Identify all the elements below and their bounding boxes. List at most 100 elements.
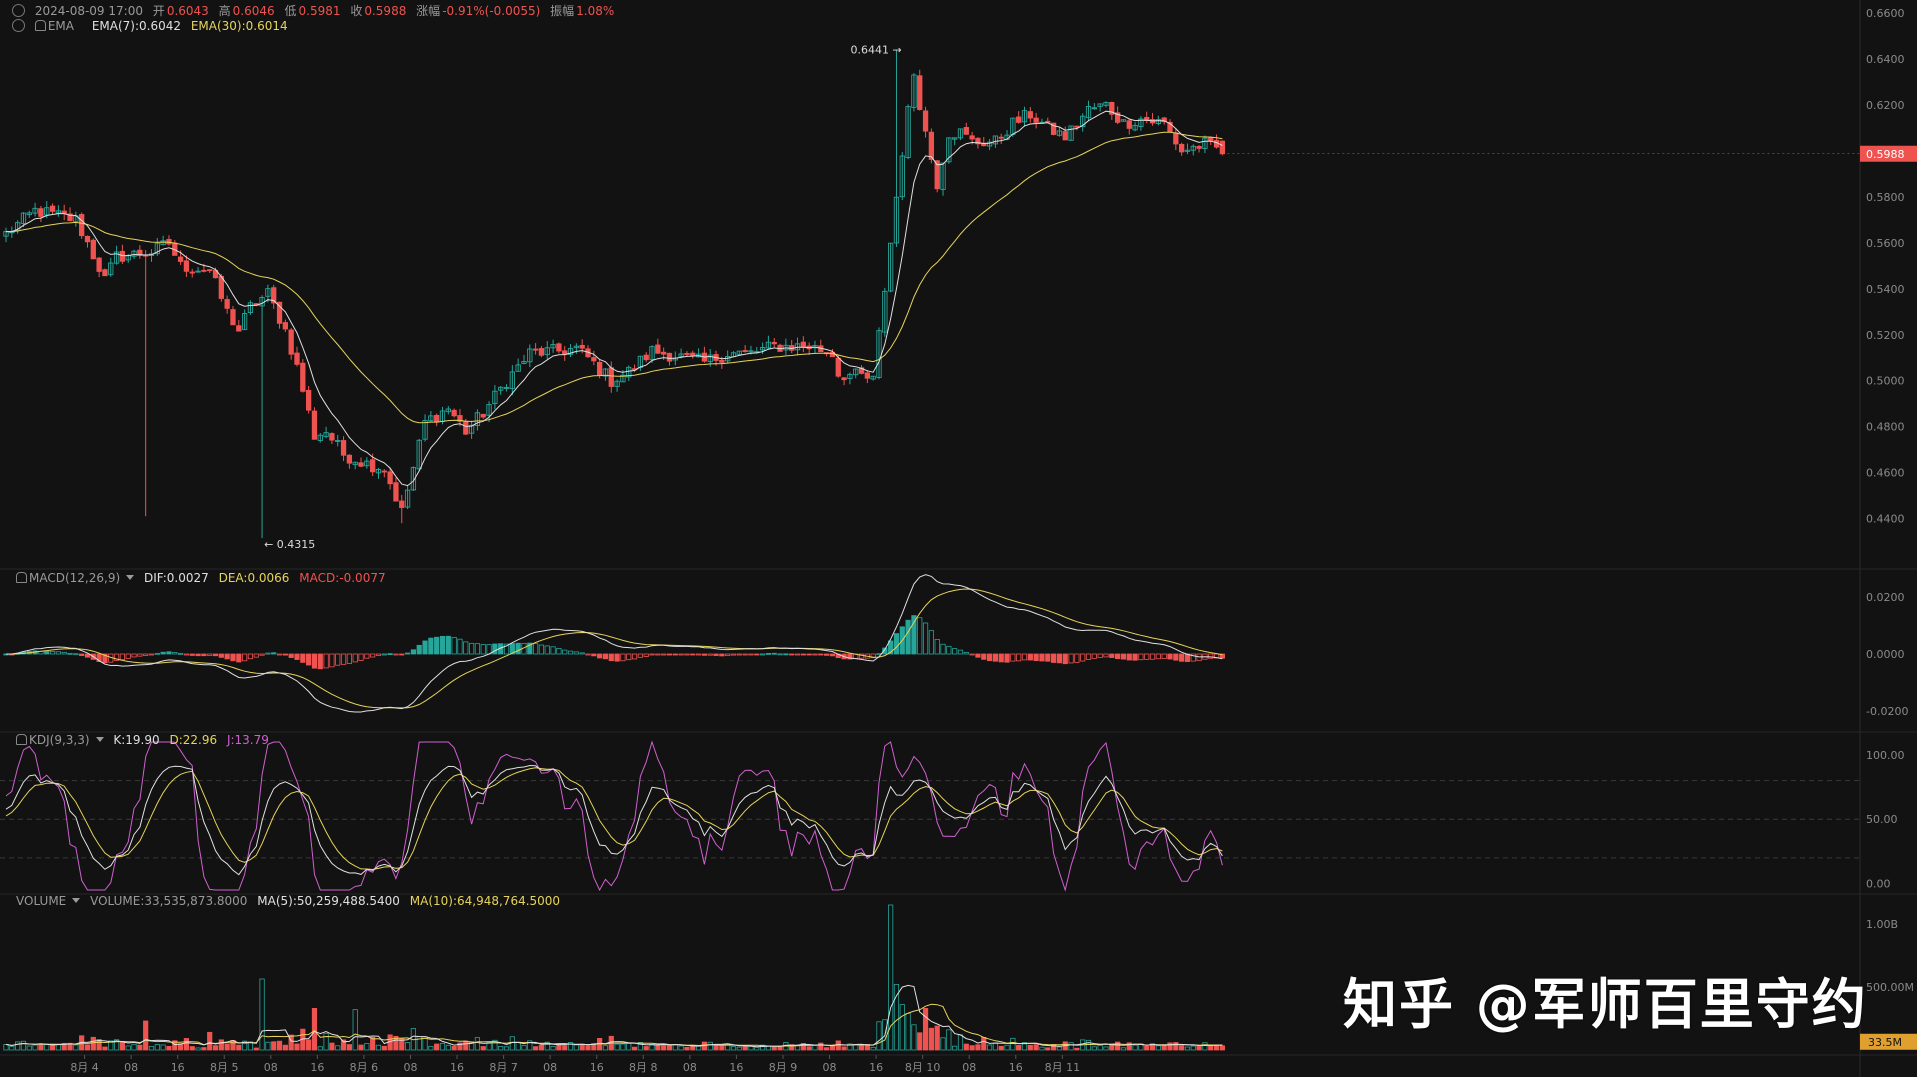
volume-bar — [463, 1040, 469, 1051]
candle-body — [666, 352, 673, 362]
volume-bar — [829, 1045, 836, 1051]
volume-bar — [707, 1041, 713, 1051]
price-tick-label: 0.4400 — [1866, 513, 1905, 526]
macd-bar — [847, 653, 853, 660]
macd-bar — [527, 642, 533, 655]
volume-bar — [329, 1042, 335, 1051]
macd-bar — [177, 652, 184, 655]
macd-name[interactable]: MACD(12,26,9) — [29, 571, 121, 585]
macd-legend: MACD(12,26,9) DIF:0.0027 DEA:0.0066 MACD… — [16, 571, 392, 585]
macd-bar — [61, 651, 67, 655]
macd-bar — [1068, 653, 1074, 664]
chevron-down-icon[interactable] — [95, 737, 104, 742]
volume-bar — [538, 1044, 545, 1051]
macd-bar — [533, 643, 539, 655]
volume-bar — [1213, 1045, 1220, 1051]
volume-bar — [969, 1045, 975, 1051]
x-tick-label: 16 — [310, 1061, 324, 1074]
candle-body — [742, 350, 748, 352]
volume-bar — [1051, 1044, 1057, 1051]
kdj-name[interactable]: KDJ(9,3,3) — [29, 733, 90, 747]
macd-bar — [131, 653, 137, 658]
volume-bar — [503, 1046, 510, 1051]
candle-body — [32, 207, 38, 214]
macd-bar — [300, 653, 306, 663]
close-label: 收 — [350, 4, 363, 18]
macd-bar — [276, 653, 283, 656]
volume-bar — [335, 1045, 341, 1051]
x-tick-label: 16 — [1009, 1061, 1023, 1074]
macd-bar — [1016, 653, 1022, 662]
candle-body — [1109, 101, 1115, 115]
volume-bar — [3, 1044, 9, 1051]
candle-body — [177, 256, 184, 262]
candle-body — [1056, 130, 1063, 136]
macd-bar — [981, 653, 987, 660]
volume-bar — [55, 1043, 61, 1051]
visibility-icon[interactable] — [12, 4, 25, 17]
candle-body — [1021, 110, 1028, 123]
ohlc-header: 2024-08-09 17:00 开 0.6043 高 0.6046 低 0.5981… — [12, 2, 620, 19]
candle-body — [241, 313, 248, 331]
chevron-down-icon[interactable] — [72, 898, 81, 903]
macd-bar — [102, 653, 108, 664]
macd-tick-label: -0.0200 — [1866, 705, 1908, 718]
volume-name[interactable]: VOLUME — [16, 894, 67, 908]
macd-bar — [725, 653, 731, 657]
volume-ma5-value: MA(5):50,259,488.5400 — [257, 894, 400, 908]
candle-body — [486, 404, 492, 416]
candle-body — [969, 135, 975, 140]
candle-body — [445, 408, 451, 413]
candle-body — [1033, 117, 1039, 123]
volume-bar — [271, 1041, 277, 1051]
macd-bar — [486, 644, 492, 655]
candle-body — [503, 386, 510, 389]
candle-body — [992, 135, 999, 145]
watermark: 知乎 @军师百里守约 — [1343, 973, 1868, 1036]
ema-name[interactable]: EMA — [47, 19, 74, 33]
volume-bar — [1039, 1046, 1045, 1051]
bell-icon[interactable] — [34, 20, 46, 31]
macd-bar — [940, 643, 946, 655]
candle-body — [719, 359, 725, 363]
candle-body — [119, 250, 126, 262]
ema7-value: EMA(7):0.6042 — [91, 19, 181, 33]
macd-bar — [259, 653, 265, 656]
visibility-icon[interactable] — [12, 19, 25, 32]
volume-bar — [492, 1039, 498, 1051]
bell-icon[interactable] — [16, 572, 27, 583]
macd-histogram — [3, 615, 1225, 670]
macd-bar — [556, 647, 562, 655]
volume-bar — [1208, 1044, 1214, 1051]
volume-bar — [340, 1039, 347, 1051]
bell-icon[interactable] — [16, 734, 27, 745]
candle-body — [265, 288, 271, 297]
volume-bar — [259, 978, 265, 1051]
macd-bar — [375, 653, 382, 656]
candle-body — [137, 249, 143, 256]
chevron-down-icon[interactable] — [126, 575, 135, 580]
candle-body — [480, 413, 486, 418]
candle-body — [1126, 120, 1132, 129]
candle-body — [236, 325, 242, 332]
candle-body — [1027, 111, 1033, 119]
volume-bar — [748, 1045, 754, 1051]
volume-bar — [876, 1021, 882, 1051]
volume-bar — [480, 1046, 486, 1051]
volume-bar — [67, 1042, 73, 1051]
x-tick-label: 08 — [264, 1061, 278, 1074]
x-tick-label: 8月 9 — [769, 1061, 798, 1074]
macd-bar — [760, 653, 766, 656]
macd-bar — [387, 653, 393, 655]
volume-bar — [1068, 1042, 1074, 1051]
volume-bar — [841, 1046, 847, 1051]
candle-body — [509, 371, 515, 389]
volume-last-label: 33.5M — [1868, 1036, 1902, 1049]
candle-body — [387, 471, 393, 485]
candle-body — [44, 207, 50, 216]
volume-bar — [1167, 1042, 1173, 1051]
candle-body — [113, 251, 120, 264]
x-tick-label: 08 — [823, 1061, 837, 1074]
kdj-d-line — [5, 767, 1223, 871]
